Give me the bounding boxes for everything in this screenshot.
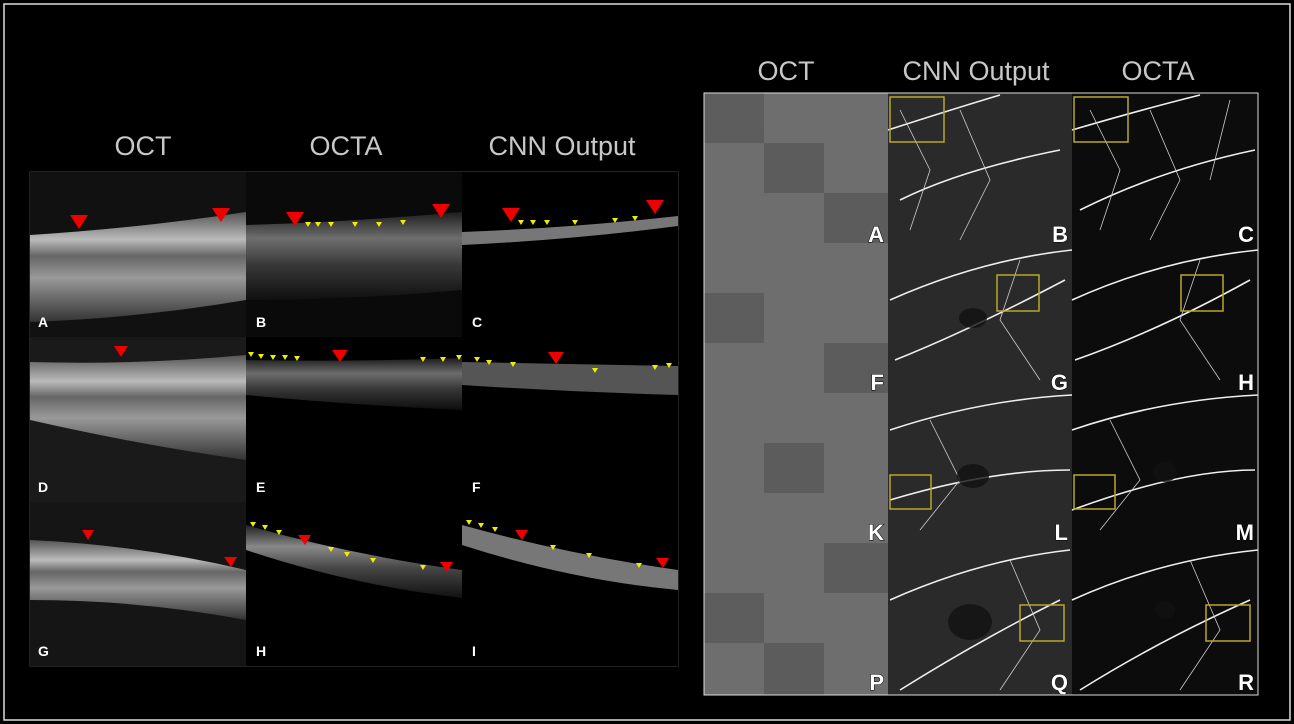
column-header: OCTA — [310, 131, 383, 161]
column-header: CNN Output — [902, 56, 1050, 86]
panel-label: C — [472, 314, 482, 330]
column-header: OCT — [115, 131, 172, 161]
panel-label: F — [871, 370, 884, 395]
page: OCT OCTA CNN Output A B C D E F G H I OC… — [0, 0, 1294, 724]
panel-label: C — [1238, 222, 1254, 247]
panel-label: L — [1055, 520, 1068, 545]
right-figure: A B C F G H K L M P Q R — [704, 93, 1258, 695]
column-header: OCTA — [1122, 56, 1195, 86]
panel-label: F — [472, 479, 481, 495]
column-header: OCT — [758, 56, 815, 86]
panel-label: H — [256, 643, 266, 659]
panel-label: A — [38, 314, 48, 330]
panel-label: M — [1236, 520, 1254, 545]
panel-label: Q — [1051, 670, 1068, 695]
panel-label: A — [868, 222, 884, 247]
left-figure: A B C D E F G H I — [30, 172, 678, 666]
panel-label: K — [868, 520, 884, 545]
panel-label: E — [256, 479, 265, 495]
panel-label: B — [256, 314, 266, 330]
panel-label: R — [1238, 670, 1254, 695]
panel-label: P — [869, 670, 884, 695]
panel-label: I — [472, 643, 476, 659]
column-header: CNN Output — [488, 131, 636, 161]
panel-label: H — [1238, 370, 1254, 395]
panel-label: D — [38, 479, 48, 495]
slide: OCT OCTA CNN Output A B C D E F G H I OC… — [0, 0, 1294, 724]
cnn-scan — [462, 337, 678, 502]
panel-label: G — [38, 643, 49, 659]
cnn-scan — [462, 172, 678, 337]
panel-label: B — [1052, 222, 1068, 247]
panel-label: G — [1051, 370, 1068, 395]
